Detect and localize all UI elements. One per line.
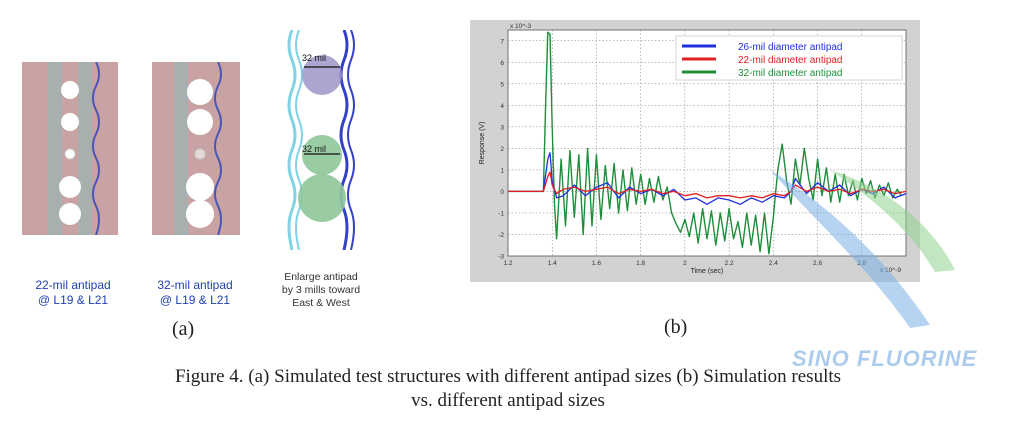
series-line-2	[508, 171, 907, 199]
x-tick-label: 1.4	[548, 260, 557, 267]
y-tick-label: -1	[498, 210, 504, 217]
structure-22-caption: 22-mil antipad @ L19 & L21	[18, 278, 128, 308]
antipad-hole	[186, 173, 214, 201]
left-trace	[48, 62, 62, 235]
caption-line: @ L19 & L21	[37, 293, 109, 307]
legend-entry: 22-mil diameter antipad	[738, 55, 843, 66]
y-tick-label: 1	[500, 167, 504, 174]
structure-enlarged-caption: Enlarge antipad by 3 mills toward East &…	[262, 271, 380, 310]
antipad-hole	[59, 203, 81, 225]
enlarged-antipad-bottom	[298, 174, 346, 222]
x-exponent-label: x 10^-9	[880, 267, 902, 274]
antipad-hole	[186, 200, 214, 228]
caption-line: East & West	[292, 297, 350, 309]
x-tick-label: 1.8	[636, 260, 645, 267]
structure-32-caption: 32-mil antipad @ L19 & L21	[140, 278, 250, 308]
left-stripline	[295, 30, 303, 250]
x-tick-label: 2.6	[813, 260, 822, 267]
antipad-hole	[61, 81, 79, 99]
left-stripline	[287, 30, 297, 250]
y-tick-label: 5	[500, 81, 504, 88]
stripline-edge	[214, 62, 222, 235]
y-axis-label: Response (V)	[479, 122, 486, 165]
x-tick-label: 1.6	[592, 260, 601, 267]
y-tick-label: 3	[500, 124, 504, 131]
structure-enlarged-antipad	[287, 30, 355, 250]
caption-line: 22-mil antipad	[35, 278, 111, 292]
series-lines	[508, 31, 907, 255]
y-tick-label: 2	[500, 146, 504, 153]
x-tick-label: 2.4	[769, 260, 778, 267]
x-tick-label: 1.2	[503, 260, 512, 267]
enlarged-antipad-mid	[302, 135, 342, 175]
right-trace	[78, 62, 92, 235]
caption-line: @ L19 & L21	[159, 293, 231, 307]
y-tick-label: 0	[500, 189, 504, 196]
panel-a-label: (a)	[172, 318, 195, 340]
watermark-text: SINO FLUORINE	[792, 346, 978, 371]
legend: 26-mil diameter antipad 22-mil diameter a…	[675, 35, 903, 81]
antipad-hole	[187, 79, 213, 105]
tick-labels: 1.21.41.61.822.22.42.62.876543210-1-2-3	[498, 38, 866, 267]
right-stripline	[347, 30, 355, 250]
figure-caption: Figure 4. (a) Simulated test structures …	[0, 365, 1016, 413]
caption-line: Enlarge antipad	[284, 271, 358, 283]
right-stripline	[339, 30, 349, 250]
series-line-1	[508, 152, 907, 205]
caption-line: by 3 mills toward	[281, 284, 361, 296]
antipad-hole	[61, 113, 79, 131]
watermark-shape-green	[830, 170, 955, 272]
figure-caption-line-1: Figure 4. (a) Simulated test structures …	[174, 366, 842, 387]
caption-line: 32-mil antipad	[157, 278, 233, 292]
enlarged-antipad-top	[302, 55, 342, 95]
y-tick-label: -2	[498, 232, 504, 239]
stripline-edge	[92, 62, 100, 235]
structure-22-mil-antipad	[22, 62, 118, 235]
antipad-hole	[187, 109, 213, 135]
x-axis-label: Time (sec)	[691, 268, 724, 275]
structure-32-mil-antipad	[152, 62, 240, 235]
y-tick-label: -3	[498, 254, 504, 261]
legend-entry: 32-mil diameter antipad	[738, 68, 843, 79]
via-pad	[64, 148, 76, 160]
dimension-label-mid: 32 mil	[302, 144, 327, 154]
figure-caption-line-2: vs. different antipad sizes	[411, 390, 605, 411]
antipad-hole	[59, 176, 81, 198]
y-tick-label: 7	[500, 38, 504, 45]
watermark-shape-blue	[770, 170, 930, 328]
left-trace	[174, 62, 188, 235]
x-tick-label: 2	[683, 260, 687, 267]
x-tick-label: 2.2	[725, 260, 734, 267]
series-line-3	[508, 31, 903, 255]
y-exponent-label: x 10^-3	[510, 23, 532, 30]
y-tick-label: 6	[500, 60, 504, 67]
dimension-label-top: 32 mil	[302, 53, 327, 63]
via-pad	[194, 148, 206, 160]
watermark-swoosh	[770, 170, 955, 328]
y-tick-label: 4	[500, 103, 504, 110]
legend-entry: 26-mil diameter antipad	[738, 42, 843, 53]
panel-b-label: (b)	[664, 316, 688, 338]
